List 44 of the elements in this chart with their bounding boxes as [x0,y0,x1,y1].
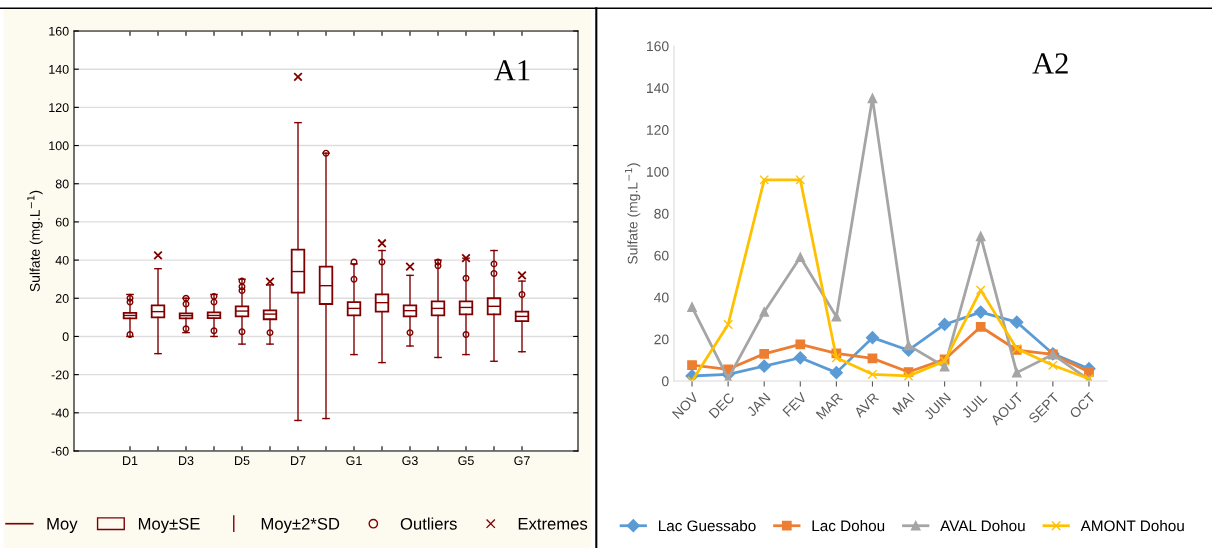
legend-label: AMONT Dohou [1080,520,1184,532]
y-tick-label: 60 [654,250,669,261]
x-tick-label: MAI [892,392,915,416]
annotation: A1 [494,60,530,81]
x-tick-label: D5 [235,456,250,466]
y-tick-label: 80 [654,208,669,219]
x-tick-label: JUIL [961,392,988,419]
y-tick-label: -60 [51,446,69,456]
y-tick-label: 0 [661,376,669,387]
y-tick-label: 160 [647,41,669,52]
x-tick-label: G5 [458,456,474,466]
x-tick-label: G1 [346,456,362,466]
y-tick-label: 40 [55,255,69,265]
y-tick-label: 140 [647,83,669,94]
y-tick-label: 0 [62,332,69,342]
annotation: A2 [1032,53,1068,74]
x-tick-label: D3 [179,456,194,466]
x-tick-label: G3 [402,456,418,466]
legend-label: Extremes [518,518,588,530]
y-tick-label: 40 [654,292,669,303]
y-tick-label: -20 [51,370,69,380]
legend-label: Moy [47,518,78,533]
y-tick-label: 140 [49,64,69,74]
legend-label: Lac Dohou [812,520,885,532]
x-tick-label: D7 [291,456,306,465]
y-axis-title: Sulfate (mg.L$^{−1}$) [27,190,43,292]
y-tick-label: 80 [55,179,69,189]
y-axis-title: Sulfate (mg.L$^{−1}$) [625,163,641,264]
y-tick-label: 20 [55,294,69,303]
text: Outliers [400,517,457,530]
x-tick-label: D1 [123,456,138,465]
text: Moy±2*SD [261,517,340,533]
x-tick-label: G7 [514,456,530,466]
y-tick-label: 100 [49,141,69,151]
text: Moy±SE [138,517,200,533]
legend-label: AVAL Dohou [940,520,1025,532]
y-tick-label: 60 [55,217,69,227]
y-tick-label: 120 [49,103,69,113]
y-tick-label: 120 [647,125,669,135]
y-tick-label: -40 [51,408,69,418]
legend-label: Lac Guessabo [658,520,756,532]
y-tick-label: 160 [49,26,69,36]
y-tick-label: 20 [654,334,669,345]
y-tick-label: 100 [647,166,669,177]
